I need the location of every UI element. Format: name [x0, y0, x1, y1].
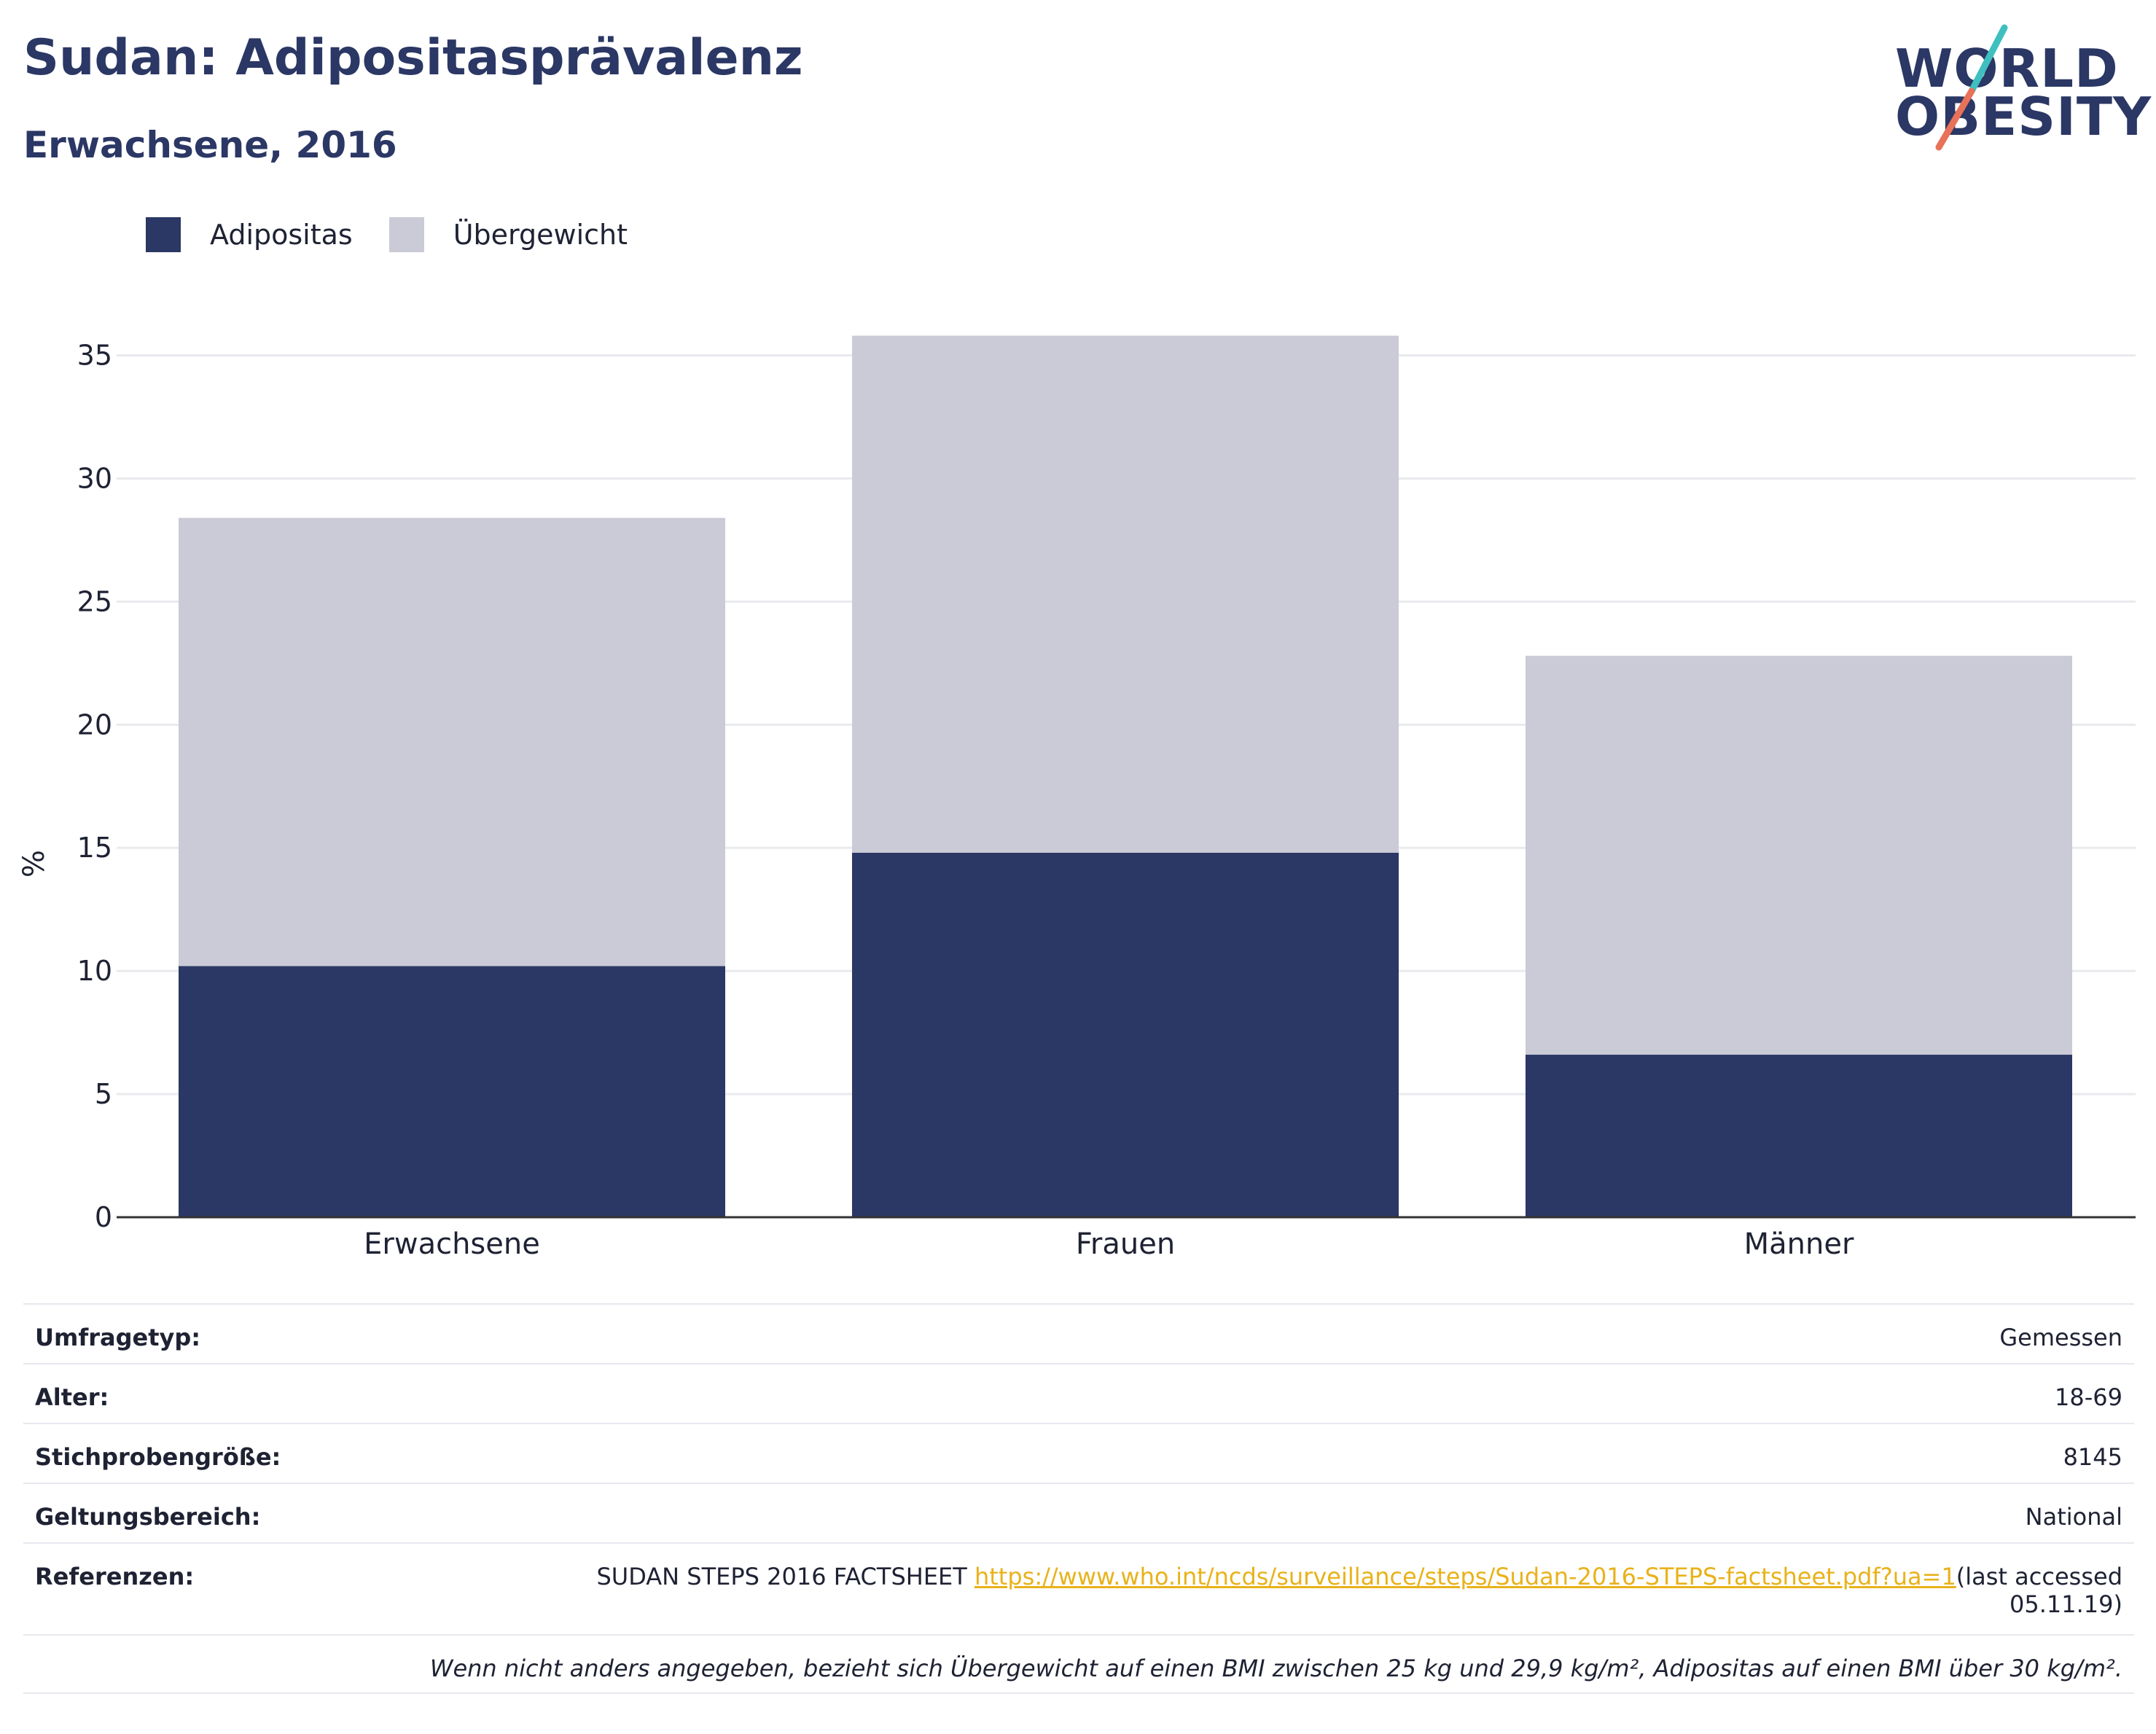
x-tick-label: Männer — [1744, 1227, 1854, 1261]
info-table: Umfragetyp: Gemessen Alter: 18-69 Stichp… — [23, 1303, 2134, 1694]
info-row-references: Referenzen: SUDAN STEPS 2016 FACTSHEET h… — [23, 1542, 2134, 1634]
y-tick-label: 10 — [77, 955, 112, 987]
bar-adipositas — [852, 853, 1399, 1217]
references-value: SUDAN STEPS 2016 FACTSHEET https://www.w… — [592, 1563, 2122, 1618]
info-label: Referenzen: — [35, 1563, 195, 1590]
info-row-scope: Geltungsbereich: National — [23, 1483, 2134, 1542]
y-tick-label: 5 — [95, 1078, 112, 1110]
legend-swatch-adipositas — [146, 217, 181, 252]
info-label: Alter: — [35, 1383, 109, 1411]
legend-item-adipositas[interactable]: Adipositas — [146, 217, 353, 252]
info-value: 18-69 — [2055, 1383, 2122, 1411]
y-tick-label: 35 — [77, 340, 112, 372]
reference-accessed: (last accessed 05.11.19) — [1956, 1563, 2122, 1618]
legend-label-adipositas: Adipositas — [210, 219, 353, 251]
chart-legend: Adipositas Übergewicht — [146, 217, 664, 252]
info-row-age: Alter: 18-69 — [23, 1363, 2134, 1423]
x-tick-label: Erwachsene — [364, 1227, 540, 1261]
logo-line-2: OBESITY — [1895, 86, 2152, 147]
y-axis-label: % — [17, 850, 51, 878]
bar-uebergewicht — [179, 518, 725, 966]
reference-source: SUDAN STEPS 2016 FACTSHEET — [596, 1563, 967, 1590]
chart-title: Sudan: Adipositasprävalenz — [23, 29, 803, 87]
bar-uebergewicht — [852, 335, 1399, 853]
bar-adipositas — [1526, 1055, 2072, 1217]
world-obesity-logo: WORLD OBESITY — [1895, 22, 2151, 153]
info-label: Umfragetyp: — [35, 1324, 201, 1351]
legend-item-uebergewicht[interactable]: Übergewicht — [388, 217, 628, 252]
bar-uebergewicht — [1526, 655, 2072, 1055]
x-tick-label: Frauen — [1076, 1227, 1175, 1261]
bar-adipositas — [179, 966, 725, 1217]
info-label: Stichprobengröße: — [35, 1443, 281, 1471]
y-tick-label: 0 — [95, 1201, 112, 1233]
legend-swatch-uebergewicht — [388, 217, 424, 252]
info-value: 8145 — [2063, 1443, 2122, 1471]
legend-label-uebergewicht: Übergewicht — [453, 219, 628, 251]
chart-subtitle: Erwachsene, 2016 — [23, 124, 397, 166]
logo-slash-icon — [1935, 24, 2008, 151]
reference-link[interactable]: https://www.who.int/ncds/surveillance/st… — [974, 1563, 1956, 1590]
y-tick-label: 25 — [77, 585, 112, 617]
info-row-sample-size: Stichprobengröße: 8145 — [23, 1423, 2134, 1483]
y-tick-label: 20 — [77, 708, 112, 741]
logo-line-1: WORLD — [1895, 38, 2119, 99]
bar-chart: 0 5 10 15 20 25 30 35 Erwachsene Frauen Männer% — [17, 335, 2136, 1261]
info-label: Geltungsbereich: — [35, 1503, 261, 1531]
y-tick-label: 30 — [77, 462, 112, 494]
info-value: Gemessen — [1999, 1324, 2122, 1351]
y-tick-label: 15 — [77, 832, 112, 864]
info-value: National — [2025, 1503, 2122, 1531]
definition-note: Wenn nicht anders angegeben, bezieht sic… — [23, 1634, 2134, 1694]
info-row-survey-type: Umfragetyp: Gemessen — [23, 1303, 2134, 1363]
